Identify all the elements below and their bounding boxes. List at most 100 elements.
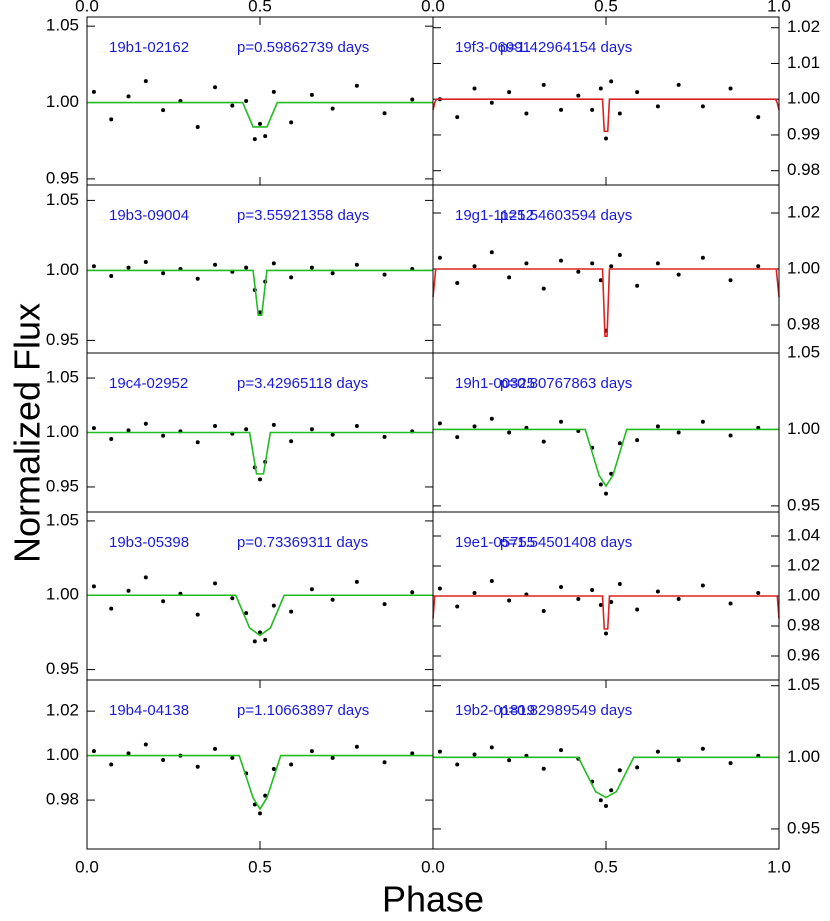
data-point [635,607,640,612]
data-point [507,758,512,763]
data-point [617,111,622,116]
y-tick-label: 0.95 [46,476,79,495]
y-tick-label: 0.95 [46,330,79,349]
data-point [143,742,148,747]
y-tick-label: 1.05 [46,368,79,387]
data-point [330,271,335,276]
data-point [489,579,494,583]
data-point [728,278,733,283]
y-tick-label: 1.00 [46,745,79,764]
x-tick-label: 0.0 [421,857,445,876]
period-label: p=1.54501408 days [500,534,632,551]
data-point [230,755,235,760]
y-tick-label: 0.96 [787,645,820,664]
y-tick-label: 1.02 [787,17,820,36]
star-id: 19b4-04138 [109,702,189,719]
data-point [143,79,148,84]
data-point [609,471,614,476]
model-curve [433,428,779,488]
period-label: p=0.80767863 days [500,375,632,392]
x-tick-label: 0.0 [75,0,99,15]
data-point [489,250,494,255]
data-point [728,601,733,606]
data-point [541,609,546,613]
data-point [161,758,166,763]
y-tick-label: 1.01 [787,53,820,72]
model-curve [432,98,780,133]
data-point [330,432,335,437]
data-point [676,272,681,277]
data-point [604,491,608,496]
data-point [263,793,268,798]
data-point [289,609,294,614]
data-point [576,93,581,98]
data-point [126,265,131,270]
data-point [676,430,681,435]
data-point [410,590,415,595]
star-id: 19b3-09004 [109,207,189,224]
y-tick-label: 1.00 [787,258,820,277]
data-point [541,82,546,87]
model-curve [432,268,780,337]
star-id: 19b2-01819 [455,702,535,719]
y-tick-label: 1.00 [46,92,79,111]
data-point [382,760,387,765]
star-id: 19e1-05755 [455,534,535,551]
data-point [472,86,477,91]
y-tick-label: 1.05 [787,675,820,694]
data-point [524,261,529,266]
data-point [655,424,660,429]
data-point [700,419,705,424]
data-point [109,437,114,442]
data-point [354,423,359,428]
data-point [109,117,114,122]
data-point [91,89,96,94]
data-point [700,583,705,588]
data-point [143,421,148,426]
data-point [252,137,257,142]
y-tick-label: 1.05 [46,510,79,529]
data-point [598,278,603,283]
y-tick-label: 1.05 [46,16,79,35]
data-point [489,416,494,421]
x-tick-label: 0.5 [248,0,272,15]
data-point [309,427,314,432]
data-point [161,271,166,276]
data-point [382,272,387,277]
data-point [700,255,705,260]
data-point [617,768,622,773]
data-point [289,762,294,767]
data-point [354,83,359,88]
data-point [609,788,614,793]
y-tick-label: 0.95 [787,495,820,514]
data-point [604,631,608,636]
data-point [617,253,622,257]
y-tick-label: 1.00 [787,419,820,438]
data-point [354,744,359,749]
data-point [195,440,200,445]
data-point [309,265,314,270]
data-point [109,606,114,611]
data-point [213,85,218,90]
y-tick-label: 1.05 [787,342,820,361]
data-point [590,107,595,112]
data-point [382,111,387,116]
y-tick-label: 0.95 [787,818,820,837]
data-point [609,264,614,269]
data-point [109,274,114,278]
data-point [524,111,529,116]
y-tick-label: 1.02 [787,202,820,221]
data-point [576,269,581,274]
x-tick-label: 0.0 [75,857,99,876]
data-point [437,586,442,591]
data-point [676,758,681,763]
y-tick-label: 1.00 [787,585,820,604]
data-point [598,482,603,487]
period-label: p=0.82989549 days [500,702,632,719]
data-point [728,433,733,438]
y-tick-label: 1.00 [787,747,820,766]
data-point [195,764,200,769]
data-point [455,435,460,440]
y-tick-label: 0.98 [46,790,79,809]
star-id: 19b3-05398 [109,534,189,551]
